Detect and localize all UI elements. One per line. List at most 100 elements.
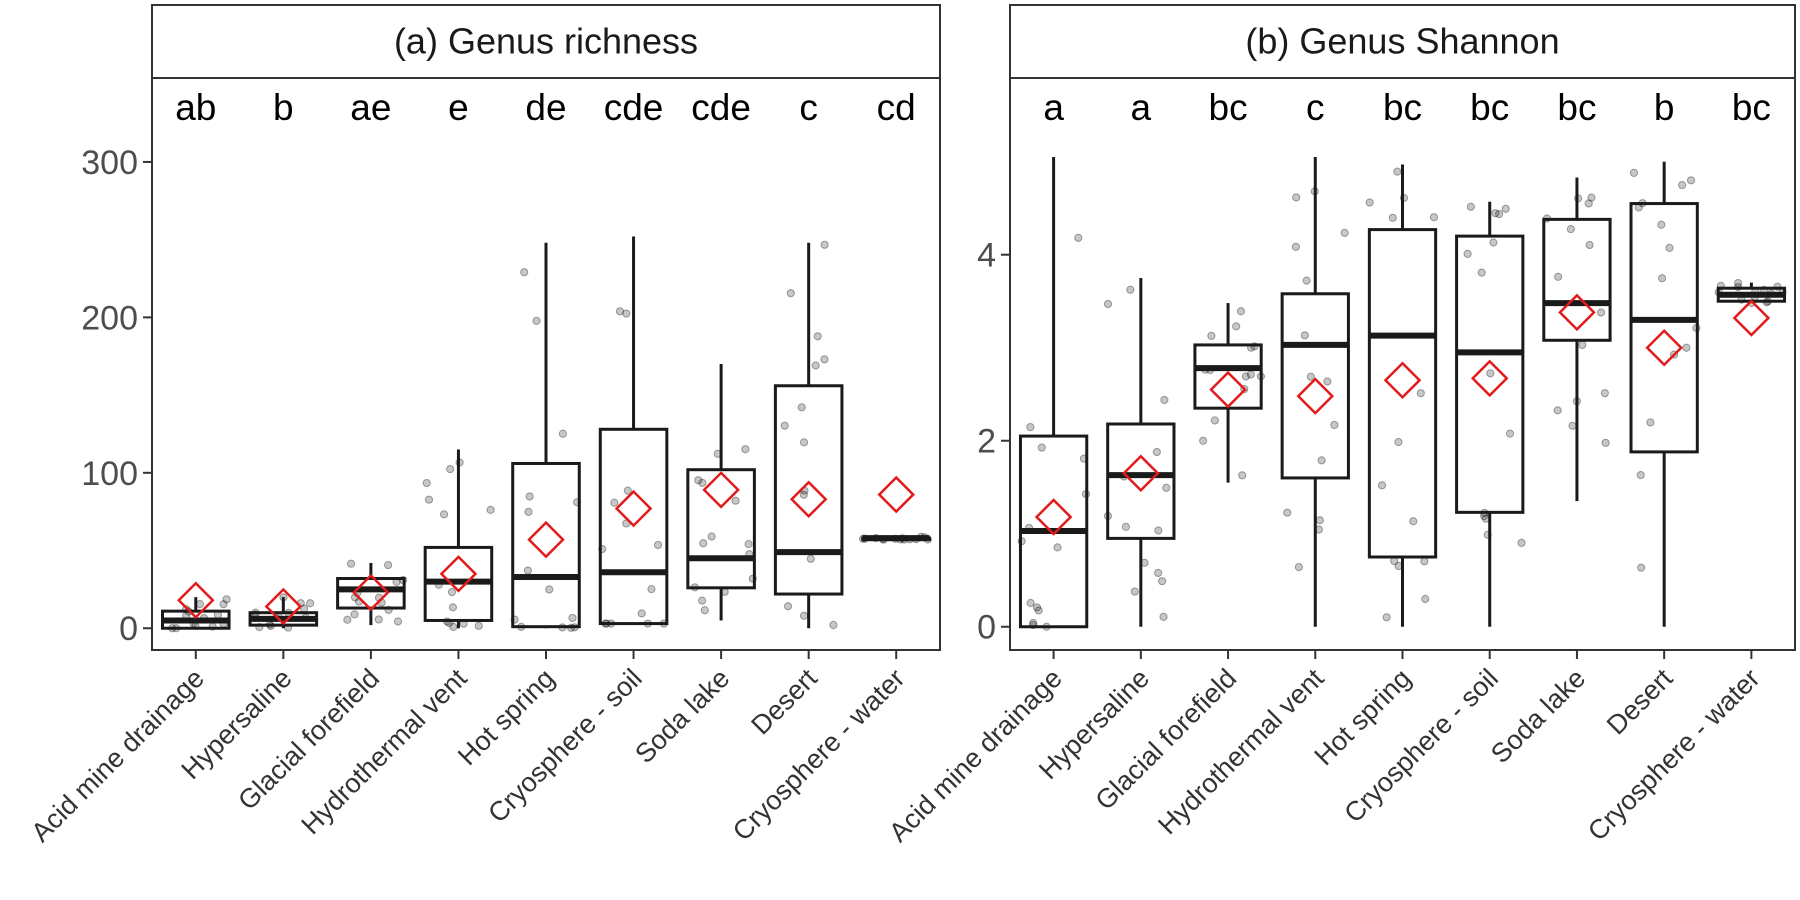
significance-letter: bc [1557, 87, 1596, 128]
jitter-point [1294, 563, 1303, 572]
jitter-point [1026, 422, 1035, 432]
mean-marker [789, 480, 828, 518]
mean-marker [1732, 299, 1771, 337]
jitter-point [623, 486, 632, 495]
jitter-point [1429, 213, 1439, 222]
mean-marker [1558, 293, 1596, 332]
jitter-point [1517, 538, 1526, 548]
jitter-point [1323, 377, 1332, 386]
mean-marker [877, 475, 915, 514]
box-iqr [1542, 217, 1612, 342]
jitter-point [707, 532, 716, 541]
jitter-point [1501, 204, 1510, 213]
jitter-point [532, 316, 541, 325]
facet-strip-a [151, 4, 941, 79]
jitter-point [813, 332, 822, 341]
jitter-point [424, 495, 434, 504]
significance-letter: a [1043, 87, 1064, 128]
jitter-point [1241, 372, 1250, 381]
jitter-point [1636, 470, 1645, 480]
jitter-point [1477, 268, 1486, 277]
jitter-point [1034, 606, 1043, 615]
jitter-point [1154, 568, 1163, 578]
jitter-point [1377, 481, 1387, 490]
jitter-point [698, 596, 707, 605]
jitter-point [615, 307, 625, 316]
jitter-point [1596, 308, 1606, 317]
jitter-point [1232, 322, 1241, 331]
jitter-point [1103, 299, 1113, 309]
mean-marker [439, 555, 478, 593]
jitter-point [1292, 193, 1301, 202]
mean-marker [1034, 498, 1073, 536]
jitter-point [306, 599, 315, 608]
significance-letter: cde [604, 87, 664, 128]
jitter-point [1665, 243, 1674, 253]
jitter-point [1657, 220, 1666, 229]
jitter-point [1491, 209, 1500, 218]
y-tick-label: 0 [977, 609, 996, 647]
jitter-point [520, 268, 529, 277]
jitter-point [474, 621, 483, 630]
significance-letter: ab [175, 87, 216, 128]
jitter-point [698, 478, 707, 487]
jitter-point [486, 505, 495, 514]
y-tick-label: 300 [81, 144, 138, 182]
jitter-point [525, 492, 534, 501]
mean-marker [527, 520, 565, 559]
jitter-point [1291, 242, 1301, 251]
x-tick-label: Acid mine drainage [25, 663, 210, 848]
jitter-point [1382, 613, 1391, 622]
jitter-point [1678, 180, 1687, 190]
jitter-point [799, 438, 809, 447]
x-tick-label: Cryosphere - soil [1338, 663, 1504, 829]
jitter-point [1578, 340, 1587, 350]
jitter-point [699, 539, 708, 548]
jitter-point [384, 560, 393, 570]
significance-letter: bc [1209, 87, 1248, 128]
jitter-point [1416, 389, 1425, 398]
jitter-point [1365, 198, 1374, 207]
box-iqr [1629, 202, 1699, 454]
jitter-point [1646, 418, 1655, 427]
jitter-point [1463, 249, 1472, 258]
jitter-point [806, 554, 815, 563]
jitter-point [448, 603, 458, 612]
jitter-point [1317, 456, 1326, 465]
jitter-point [1637, 563, 1646, 572]
jitter-point [393, 617, 403, 626]
x-tick-label: Cryosphere - water [727, 663, 911, 847]
jitter-point [780, 421, 789, 430]
jitter-point [1053, 543, 1062, 552]
jitter-point [1682, 343, 1691, 352]
significance-letter: c [1306, 87, 1325, 128]
jitter-point [1207, 331, 1216, 340]
mean-marker [1122, 454, 1160, 493]
jitter-point [797, 403, 806, 412]
jitter-point [1236, 307, 1246, 316]
jitter-point [799, 490, 808, 499]
x-tick-label: Cryosphere - water [1582, 663, 1766, 847]
jitter-point [568, 613, 577, 623]
jitter-point [1154, 526, 1163, 535]
jitter-point [1734, 278, 1743, 288]
jitter-point [637, 609, 646, 618]
jitter-point [1489, 238, 1498, 247]
jitter-point [731, 496, 740, 505]
y-tick-label: 2 [977, 423, 996, 461]
jitter-point [1587, 193, 1596, 202]
jitter-point [744, 540, 753, 549]
jitter-point [219, 600, 228, 609]
x-tick-label: Hydrothermal vent [295, 663, 473, 841]
mean-marker [1470, 359, 1509, 398]
x-tick-label: Desert [745, 663, 823, 741]
jitter-point [1584, 199, 1593, 208]
box-iqr [511, 461, 581, 629]
jitter-point [524, 507, 533, 516]
jitter-point [1409, 517, 1418, 526]
mean-marker [1209, 370, 1247, 409]
jitter-point [1152, 447, 1161, 457]
jitter-point [1388, 213, 1397, 222]
jitter-point [1553, 406, 1562, 415]
